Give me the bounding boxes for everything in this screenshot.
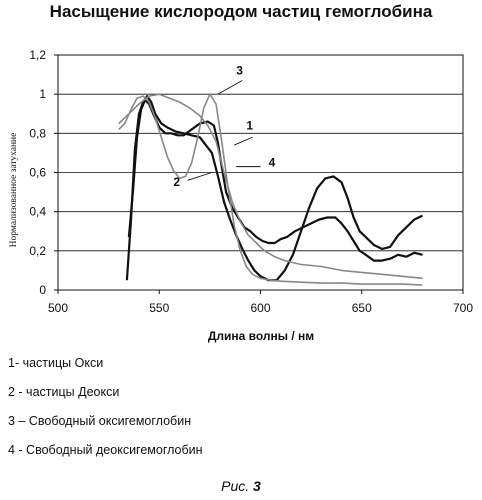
- series-2-line: [125, 95, 423, 282]
- legend-item-3: 3 – Свободный оксигемоглобин: [8, 414, 192, 428]
- curve-label-leader: [217, 80, 243, 95]
- x-axis-label: Длина волны / нм: [208, 329, 314, 343]
- curve-label-leader: [187, 172, 213, 181]
- chart: 0 0,2 0,4 0,6 0,8 1 1,2 500 550 600 650 700 1 2 3 4 Но…: [9, 48, 473, 343]
- x-tick-label: 500: [48, 301, 68, 315]
- y-tick-label: 0: [39, 283, 46, 297]
- y-tick-label: 1,2: [29, 48, 46, 62]
- series-3-line: [118, 93, 423, 286]
- y-axis-label: Нормализованное затухание: [9, 133, 19, 248]
- series-group: [118, 93, 423, 286]
- legend: 1- частицы Окси 2 - частицы Деокси 3 – С…: [8, 356, 203, 472]
- y-tick-label: 0,8: [29, 126, 46, 140]
- figure-caption: Рис. 3: [0, 478, 482, 494]
- legend-item-4: 4 - Свободный деоксигемоглобин: [8, 443, 203, 457]
- curve-label-1: 1: [246, 118, 253, 132]
- axis-ticks: 0 0,2 0,4 0,6 0,8 1 1,2 500 550 600 650 700: [29, 48, 473, 315]
- legend-item-2: 2 - частицы Деокси: [8, 385, 120, 399]
- x-tick-label: 700: [453, 301, 473, 315]
- curve-label-4: 4: [269, 156, 276, 170]
- series-1-line: [127, 98, 423, 262]
- x-tick-label: 650: [352, 301, 372, 315]
- y-tick-label: 0,6: [29, 166, 46, 180]
- legend-item-1: 1- частицы Окси: [8, 356, 104, 370]
- series-4-line: [118, 93, 423, 280]
- curve-labels: 1 2 3 4: [173, 64, 275, 190]
- x-tick-label: 600: [250, 301, 270, 315]
- curve-label-2: 2: [173, 175, 180, 189]
- y-tick-label: 1: [39, 87, 46, 101]
- curve-label-leader: [233, 136, 253, 146]
- caption-prefix: Рис.: [221, 478, 254, 494]
- y-tick-label: 0,2: [29, 244, 46, 258]
- x-tick-label: 550: [149, 301, 169, 315]
- chart-title: Насыщение кислородом частиц гемоглобина: [49, 2, 433, 21]
- curve-label-3: 3: [236, 64, 243, 78]
- caption-number: 3: [253, 478, 261, 494]
- y-tick-label: 0,4: [29, 205, 46, 219]
